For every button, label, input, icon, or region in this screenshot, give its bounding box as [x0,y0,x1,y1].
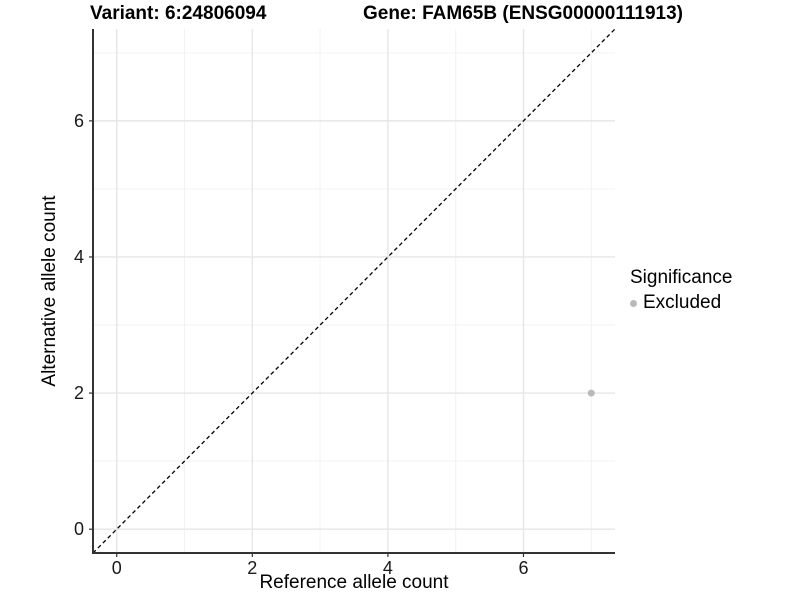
data-point [587,389,595,397]
x-tick-label: 2 [247,558,257,578]
legend-title: Significance [630,267,733,288]
plot-title-gene: Gene: FAM65B (ENSG00000111913) [363,3,684,24]
plot-title-variant: Variant: 6:24806094 [90,3,267,24]
x-axis-title: Reference allele count [259,572,449,593]
x-tick-label: 6 [518,558,528,578]
legend-item-excluded: Excluded [630,292,732,314]
identity-reference-line [92,28,616,554]
y-tick-label: 6 [74,111,84,131]
y-axis-title: Alternative allele count [39,195,60,387]
legend: Significance Excluded [630,267,732,314]
x-tick-label: 4 [383,558,393,578]
legend-item-label: Excluded [643,292,722,313]
legend-dot-icon [630,299,637,307]
y-tick-label: 4 [74,247,84,267]
x-tick-label: 0 [112,558,122,578]
y-tick-label: 0 [74,519,84,539]
y-tick-label: 2 [74,383,84,403]
